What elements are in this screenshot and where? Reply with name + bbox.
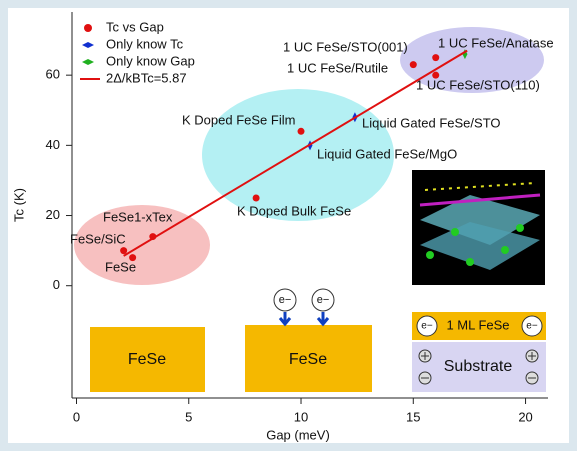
schematic-label: FeSe xyxy=(128,351,166,368)
data-point xyxy=(120,247,127,254)
point-annotation: Liquid Gated FeSe/MgO xyxy=(317,146,457,161)
x-tick-label: 0 xyxy=(73,409,80,424)
data-point xyxy=(298,128,305,135)
schematic-label: Substrate xyxy=(444,358,513,375)
legend-label: 2Δ/kBTc=5.87 xyxy=(106,70,187,85)
point-annotation: K Doped FeSe Film xyxy=(182,112,295,127)
schematic-label: 1 ML FeSe xyxy=(446,317,509,332)
data-point xyxy=(432,54,439,61)
x-tick-label: 5 xyxy=(185,409,192,424)
y-tick-label: 0 xyxy=(53,277,60,292)
electron-label: e− xyxy=(279,294,292,306)
electron-label: e− xyxy=(317,294,330,306)
point-annotation: FeSe xyxy=(105,259,136,274)
y-tick-label: 60 xyxy=(46,67,60,82)
x-tick-label: 10 xyxy=(294,409,308,424)
crystal-structure xyxy=(412,170,545,285)
legend-label: Tc vs Gap xyxy=(106,19,164,34)
chart: FeSe FeSe 1 ML FeSe Substrate e− e− e− e… xyxy=(0,0,577,451)
point-annotation: FeSe1-xTex xyxy=(103,209,173,224)
point-annotation: 1 UC FeSe/STO(001) xyxy=(283,39,408,54)
electron-label: e− xyxy=(526,321,538,332)
data-point xyxy=(253,194,260,201)
point-annotation: FeSe/SiC xyxy=(70,231,126,246)
y-axis-label: Tc (K) xyxy=(11,188,26,222)
point-annotation: K Doped Bulk FeSe xyxy=(237,203,351,218)
x-axis-label: Gap (meV) xyxy=(266,427,330,442)
legend-swatch xyxy=(84,24,92,32)
y-tick-label: 40 xyxy=(46,137,60,152)
y-tick-label: 20 xyxy=(46,207,60,222)
x-tick-label: 20 xyxy=(518,409,532,424)
legend-label: Only know Gap xyxy=(106,53,195,68)
x-tick-label: 15 xyxy=(406,409,420,424)
schematic-label: FeSe xyxy=(289,351,327,368)
legend-label: Only know Tc xyxy=(106,36,184,51)
point-annotation: Liquid Gated FeSe/STO xyxy=(362,115,501,130)
point-annotation: 1 UC FeSe/STO(110) xyxy=(416,77,540,92)
electron-label: e− xyxy=(421,321,433,332)
point-annotation: 1 UC FeSe/Rutile xyxy=(287,60,388,75)
data-point xyxy=(410,61,417,68)
point-annotation: 1 UC FeSe/Anatase xyxy=(438,35,554,50)
